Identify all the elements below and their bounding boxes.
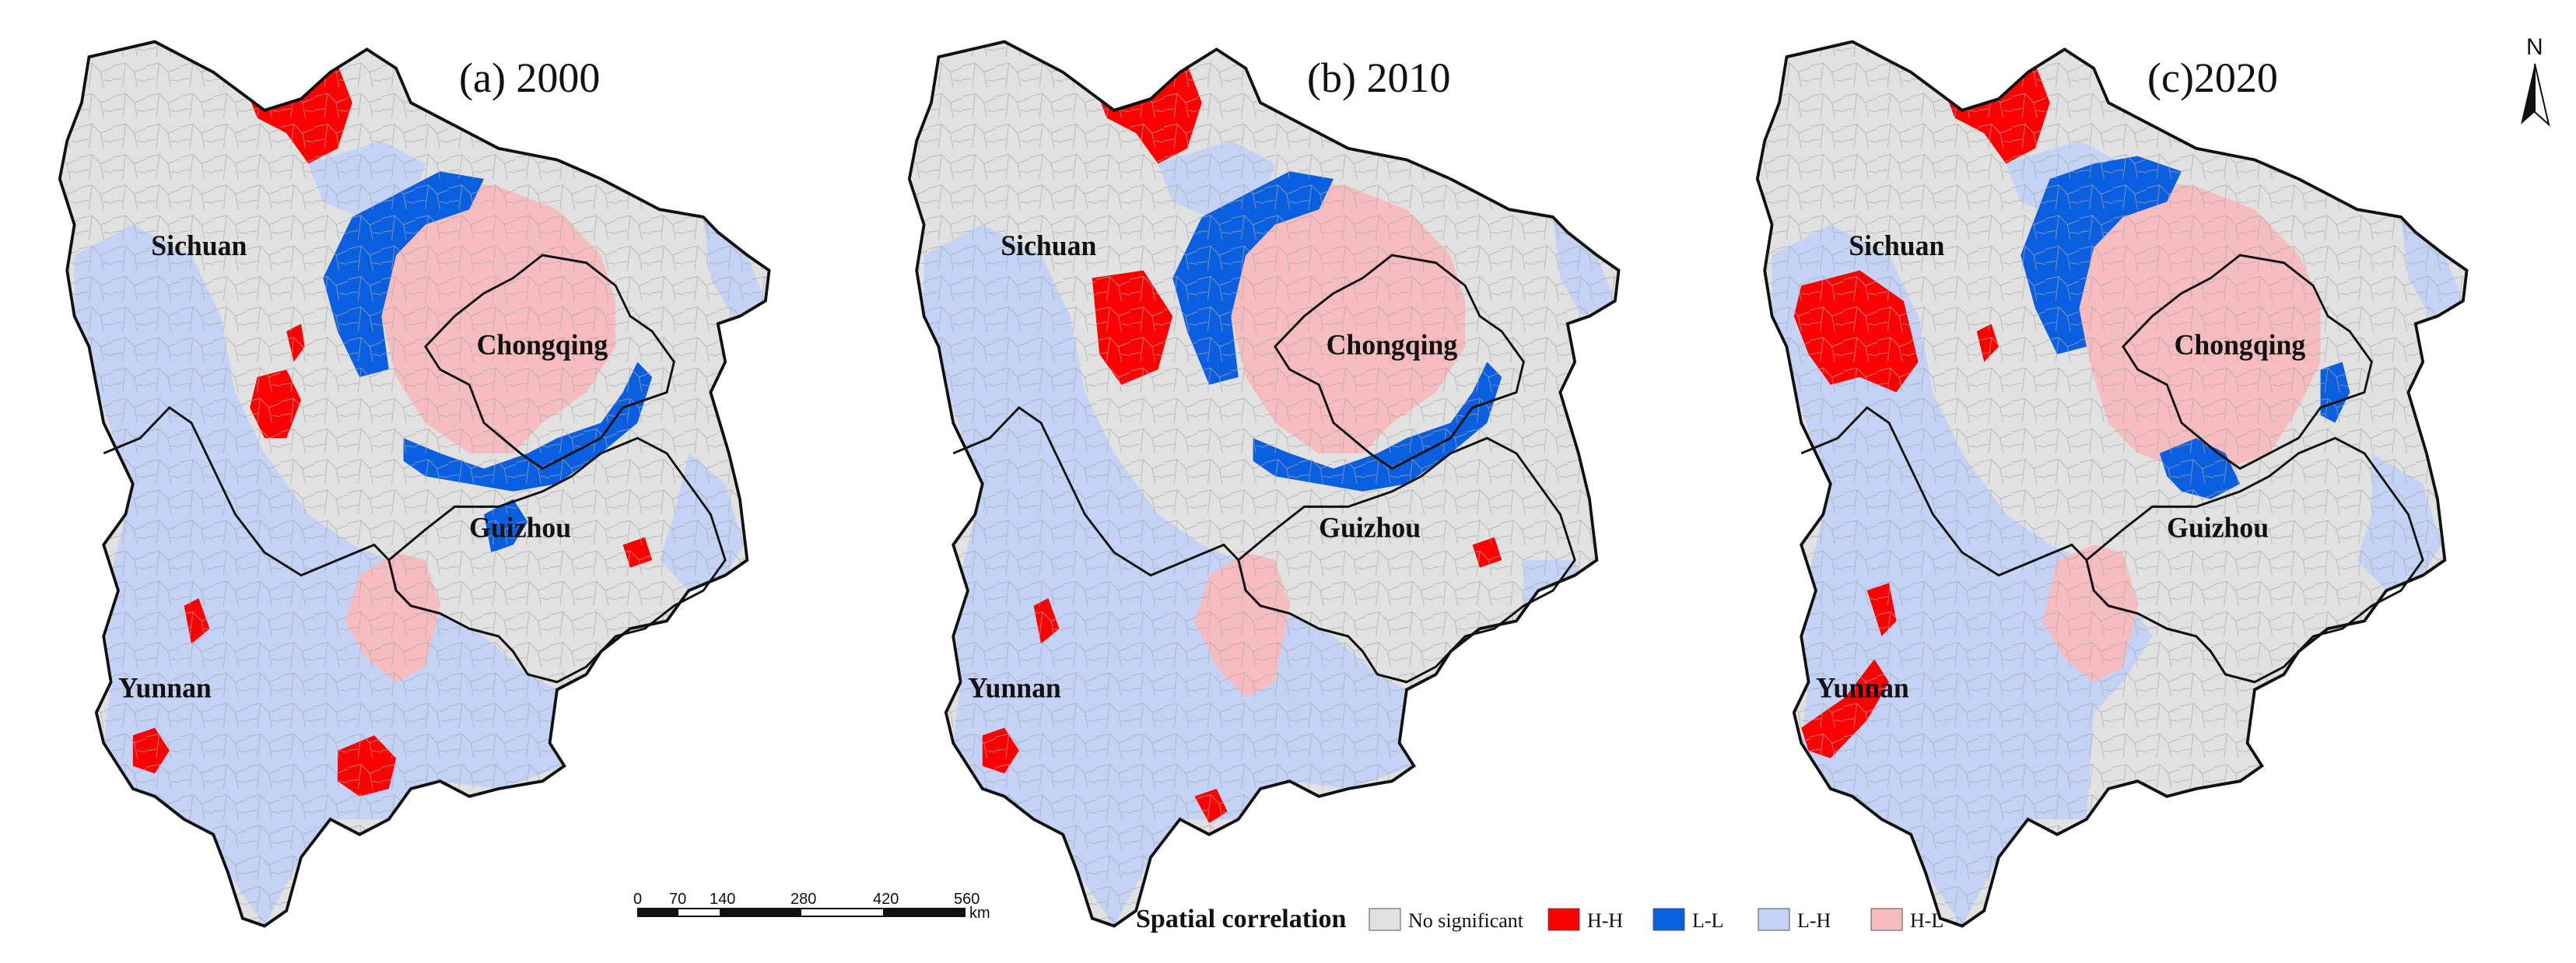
yunnan-boundary-2020 (1800, 406, 2255, 684)
legend-swatch-1 (1369, 908, 1401, 931)
legend: Spatial correlation No significant H-H L-L… (1136, 905, 1943, 933)
legend-swatch-2 (1547, 908, 1580, 931)
province-label-guizhou-2020: Guizhou (2167, 511, 2269, 544)
scale-tick-420: 420 (873, 891, 899, 908)
chongqing-boundary-2010 (1273, 254, 1525, 471)
map-panel-2000: Sichuan Chongqing Guizhou Yunnan (58, 40, 771, 928)
scale-tick-560: 560 (954, 891, 980, 908)
north-arrow-icon (2521, 64, 2535, 124)
scale-tick-280: 280 (790, 891, 816, 908)
province-label-guizhou-2000: Guizhou (469, 511, 571, 544)
scale-tick-0: 0 (633, 891, 642, 908)
scale-bar: 0 70 140 280 420 560 km (633, 891, 990, 922)
legend-swatch-5 (1870, 908, 1903, 931)
map-panel-2010: Sichuan Chongqing Guizhou Yunnan (907, 40, 1621, 928)
legend-swatch-3 (1652, 908, 1685, 931)
legend-label-4: L-H (1797, 909, 1831, 932)
chongqing-boundary-2020 (2121, 254, 2373, 471)
north-arrow-label: N (2526, 34, 2543, 60)
scale-tick-140: 140 (710, 891, 735, 908)
north-arrow: N (2521, 34, 2550, 127)
legend-label-2: H-H (1587, 909, 1623, 932)
panel-title-2000: (a) 2000 (459, 54, 600, 101)
province-label-sichuan-2010: Sichuan (1001, 229, 1096, 261)
h-h-cluster-2010-11 (924, 446, 950, 507)
scale-unit: km (969, 905, 990, 922)
scale-tick-70: 70 (669, 891, 686, 908)
legend-label-1: No significant (1408, 909, 1524, 932)
province-label-yunnan-2000: Yunnan (118, 671, 212, 704)
province-label-chongqing-2010: Chongqing (1327, 328, 1458, 361)
map-panel-2020: Sichuan Chongqing Guizhou Yunnan (1755, 40, 2469, 928)
province-label-sichuan-2020: Sichuan (1849, 229, 1944, 261)
panel-title-2020: (c)2020 (2147, 54, 2278, 101)
legend-swatch-4 (1758, 908, 1790, 931)
legend-label-3: L-L (1692, 909, 1723, 932)
h-h-cluster-2000-13 (74, 446, 100, 507)
province-label-chongqing-2000: Chongqing (477, 328, 608, 361)
province-label-guizhou-2010: Guizhou (1319, 511, 1421, 544)
legend-label-5: H-L (1910, 909, 1943, 932)
panel-title-2010: (b) 2010 (1307, 54, 1450, 101)
chongqing-boundary-2000 (423, 254, 675, 471)
province-label-yunnan-2020: Yunnan (1816, 671, 1909, 704)
yunnan-boundary-2010 (952, 406, 1407, 684)
province-label-sichuan-2000: Sichuan (151, 229, 247, 261)
legend-title: Spatial correlation (1136, 905, 1346, 933)
province-label-yunnan-2010: Yunnan (968, 671, 1061, 704)
yunnan-boundary-2000 (103, 406, 558, 684)
province-label-chongqing-2020: Chongqing (2175, 328, 2306, 361)
